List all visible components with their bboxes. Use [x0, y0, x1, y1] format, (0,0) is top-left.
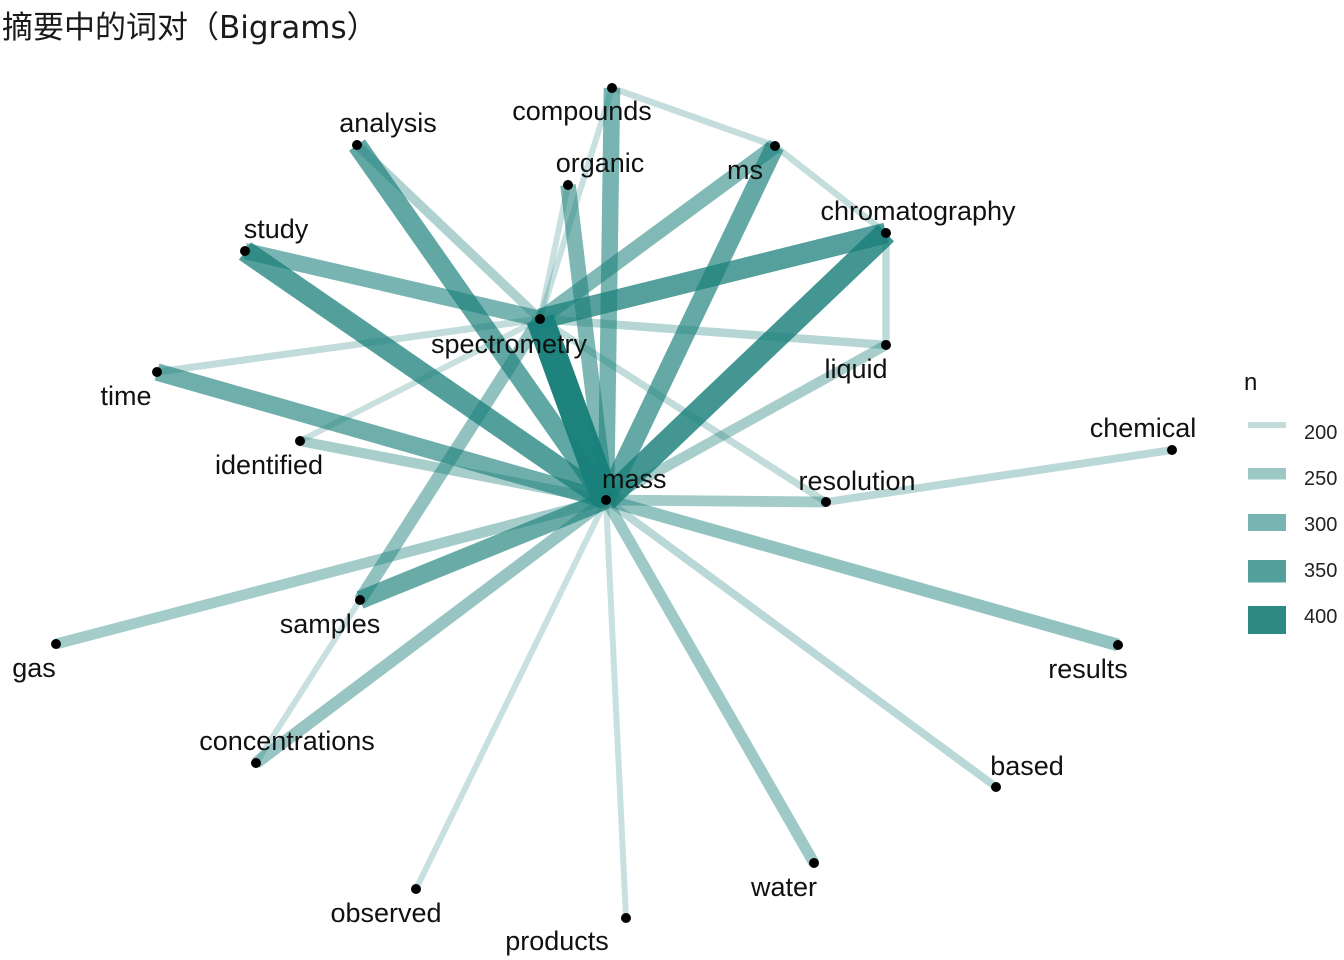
node-ms: [770, 141, 780, 151]
node-products: [621, 913, 631, 923]
edge-mass-analysis: [349, 139, 614, 506]
edge-samples-concentrations: [253, 598, 363, 765]
node-label-resolution: resolution: [798, 466, 915, 496]
node-observed: [411, 884, 421, 894]
legend-title: n: [1244, 369, 1257, 396]
node-label-observed: observed: [330, 898, 441, 928]
edge-spectrometry-chromatography: [537, 222, 889, 330]
edge-mass-water: [601, 497, 819, 866]
node-time: [152, 367, 162, 377]
edge-mass-observed: [413, 498, 609, 891]
edge-mass-results: [604, 493, 1120, 652]
node-results: [1113, 640, 1123, 650]
node-organic: [563, 180, 573, 190]
node-label-time: time: [100, 381, 151, 411]
node-samples: [355, 595, 365, 605]
node-label-liquid: liquid: [824, 354, 887, 384]
node-mass: [601, 495, 611, 505]
edge-mass-chromatography: [597, 224, 895, 509]
edge-ms-chromatography: [772, 143, 889, 236]
node-layer: [51, 83, 1177, 923]
node-identified: [295, 436, 305, 446]
node-based: [991, 782, 1001, 792]
legend-swatch-250: [1248, 468, 1286, 480]
edge-mass-concentrations: [252, 495, 610, 768]
edge-mass-based: [603, 496, 999, 791]
node-label-chromatography: chromatography: [820, 196, 1016, 226]
node-analysis: [352, 140, 362, 150]
legend-label-200: 200: [1304, 422, 1337, 444]
node-label-products: products: [505, 926, 609, 956]
node-study: [240, 246, 250, 256]
edge-mass-liquid: [603, 340, 889, 505]
legend-swatch-400: [1248, 606, 1286, 634]
edge-mass-products: [603, 499, 629, 919]
legend-swatch-300: [1248, 514, 1286, 531]
edge-mass-study: [238, 242, 613, 509]
edge-mass-time: [154, 363, 609, 509]
edge-spectrometry-liquid: [539, 314, 887, 350]
node-label-results: results: [1048, 654, 1128, 684]
node-label-gas: gas: [12, 653, 56, 683]
node-label-based: based: [990, 751, 1064, 781]
node-gas: [51, 639, 61, 649]
node-water: [809, 858, 819, 868]
edge-layer: [54, 84, 1173, 919]
label-layer: mass spectrometry compounds organic ms chroma…: [12, 96, 1196, 956]
node-chemical: [1167, 445, 1177, 455]
edge-mass-samples: [356, 491, 610, 609]
node-label-study: study: [244, 214, 309, 244]
edge-compounds-ms: [610, 84, 777, 150]
node-label-samples: samples: [280, 609, 381, 639]
node-label-mass: mass: [602, 464, 667, 494]
node-concentrations: [251, 758, 261, 768]
legend-label-250: 250: [1304, 468, 1337, 490]
chart-title: 摘要中的词对（Bigrams）: [2, 10, 378, 46]
node-label-ms: ms: [727, 155, 763, 185]
node-resolution: [821, 497, 831, 507]
node-label-chemical: chemical: [1090, 413, 1197, 443]
edge-mass-gas: [54, 494, 608, 650]
node-chromatography: [881, 228, 891, 238]
node-label-analysis: analysis: [339, 108, 437, 138]
edge-mass-ms: [597, 141, 784, 505]
legend-label-400: 400: [1304, 606, 1337, 628]
node-compounds: [607, 83, 617, 93]
legend: n 200 250 300 350 400: [1244, 369, 1337, 634]
node-label-concentrations: concentrations: [199, 726, 375, 756]
legend-swatch-200: [1248, 422, 1286, 428]
node-label-organic: organic: [556, 148, 645, 178]
edge-mass-resolution: [605, 494, 827, 508]
edge-resolution-chemical: [825, 446, 1173, 506]
node-label-identified: identified: [215, 450, 323, 480]
legend-label-300: 300: [1304, 514, 1337, 536]
node-label-spectrometry: spectrometry: [431, 329, 588, 359]
node-label-water: water: [750, 872, 817, 902]
edge-mass-spectrometry: [526, 314, 620, 505]
legend-swatch-350: [1248, 560, 1286, 583]
node-liquid: [881, 340, 891, 350]
node-spectrometry: [535, 314, 545, 324]
legend-label-350: 350: [1304, 560, 1337, 582]
edge-spectrometry-study: [243, 242, 542, 328]
node-label-compounds: compounds: [512, 96, 652, 126]
